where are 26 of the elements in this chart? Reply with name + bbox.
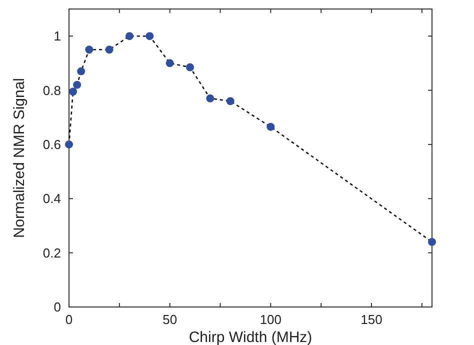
point	[186, 63, 194, 72]
point	[126, 32, 134, 40]
point	[69, 88, 78, 96]
point	[428, 238, 436, 246]
x-tick-label: 150	[360, 312, 382, 327]
y-tick-label: 0.2	[42, 245, 61, 260]
x-tick-label: 100	[260, 312, 282, 327]
point	[206, 94, 214, 102]
point	[73, 80, 82, 89]
point	[65, 140, 73, 148]
point	[226, 97, 234, 106]
point	[77, 67, 86, 76]
x-tick-label: 50	[162, 312, 178, 327]
point	[85, 46, 94, 54]
x-tick-label: 0	[65, 312, 73, 327]
y-axis-title: Normalized NMR Signal	[11, 78, 28, 238]
x-axis-title: Chirp Width (MHz)	[188, 329, 312, 345]
y-tick-label: 0	[54, 300, 61, 314]
y-tick-label: 1	[54, 28, 61, 44]
point	[146, 32, 154, 40]
point	[105, 46, 114, 54]
y-tick-label: 0.6	[42, 136, 61, 152]
point	[266, 122, 275, 131]
y-tick-label: 0.4	[42, 191, 61, 206]
point	[166, 59, 174, 68]
y-tick-label: 0.8	[42, 82, 61, 98]
